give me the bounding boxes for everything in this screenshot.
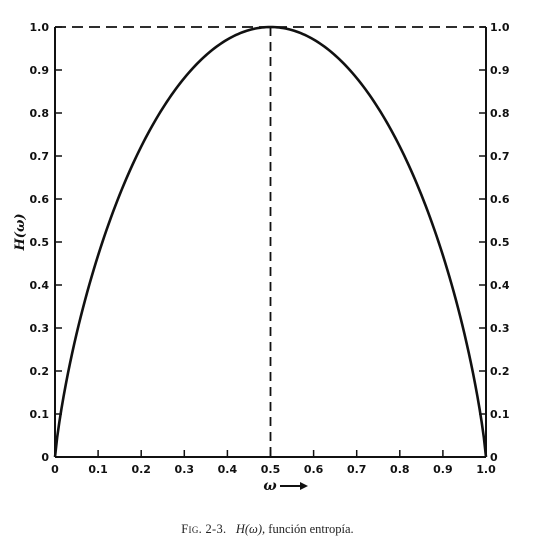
y-tick-label-right: 0.4 [490, 279, 510, 292]
x-tick-label: 0.7 [347, 463, 367, 476]
y-tick-label-right: 0.7 [490, 150, 510, 163]
x-tick-label: 0.5 [261, 463, 281, 476]
y-tick-label-right: 0.1 [490, 408, 510, 421]
ticks: 0 00.1 0.10.2 0.20.3 0.30.4 0.40.5 0.50.6 0.60.… [30, 21, 510, 476]
y-tick-label-right: 1.0 [490, 21, 510, 34]
x-tick-label: 0.8 [390, 463, 410, 476]
y-tick-label-left: 0.8 [30, 107, 50, 120]
y-axis-label: H(ω) [13, 214, 28, 252]
y-tick-label-left: 0.5 [30, 236, 50, 249]
y-tick-label-left: 0.9 [30, 64, 50, 77]
x-axis-arrow-icon [300, 482, 308, 490]
x-tick-label: 1.0 [476, 463, 496, 476]
x-tick-label: 0.6 [304, 463, 324, 476]
y-tick-label-left: 0 [41, 451, 49, 464]
x-tick-label: 0.1 [88, 463, 108, 476]
axis-labels: H(ω) ω [13, 214, 308, 494]
y-tick-label-left: 1.0 [30, 21, 50, 34]
y-tick-label-right: 0.3 [490, 322, 510, 335]
figure-caption: Fig. 2-3. H(ω), función entropía. [0, 522, 535, 537]
entropy-curve [53, 25, 488, 458]
reference-lines [55, 26, 486, 457]
series [53, 25, 488, 458]
x-axis-label: ω [263, 478, 277, 494]
y-tick-label-left: 0.6 [30, 193, 50, 206]
y-tick-label-right: 0 [490, 451, 498, 464]
y-tick-label-right: 0.6 [490, 193, 510, 206]
y-tick-label-left: 0.7 [30, 150, 50, 163]
y-tick-label-left: 0.2 [30, 365, 50, 378]
caption-text: función entropía. [268, 522, 354, 536]
x-tick-label: 0.9 [433, 463, 453, 476]
y-tick-label-left: 0.3 [30, 322, 50, 335]
y-tick-label-right: 0.5 [490, 236, 510, 249]
y-tick-label-right: 0.8 [490, 107, 510, 120]
y-tick-label-right: 0.9 [490, 64, 510, 77]
caption-fig-label: Fig. 2-3. [181, 522, 227, 536]
x-tick-label: 0.4 [218, 463, 238, 476]
x-tick-label: 0.2 [131, 463, 151, 476]
caption-symbol: H(ω), [235, 522, 266, 536]
y-tick-label-right: 0.2 [490, 365, 510, 378]
y-tick-label-left: 0.4 [30, 279, 50, 292]
x-tick-label: 0.3 [175, 463, 195, 476]
y-tick-label-left: 0.1 [30, 408, 50, 421]
x-tick-label: 0 [51, 463, 59, 476]
